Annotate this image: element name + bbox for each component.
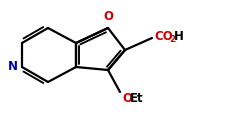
Text: Et: Et <box>130 92 144 104</box>
Text: N: N <box>8 60 18 73</box>
Text: H: H <box>174 30 184 43</box>
Text: O: O <box>103 10 113 23</box>
Text: O: O <box>122 92 132 104</box>
Text: CO: CO <box>154 30 173 43</box>
Text: 2: 2 <box>169 36 175 45</box>
